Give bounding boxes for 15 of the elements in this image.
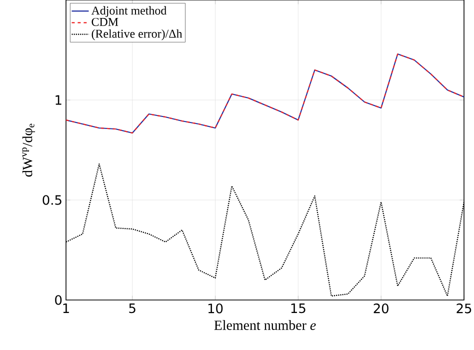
x-tick-label: 20 bbox=[374, 304, 388, 314]
x-tick-label: 5 bbox=[129, 304, 136, 314]
x-tick-label: 25 bbox=[456, 304, 472, 314]
x-tick-label: 10 bbox=[208, 304, 223, 314]
x-tick-label: 15 bbox=[291, 304, 306, 314]
x-axis-title: Element number e bbox=[214, 320, 316, 330]
y-axis-title: dW$^{vp}$/dφ$_{e}$ bbox=[22, 124, 36, 177]
legend-label: Adjoint method bbox=[91, 6, 167, 18]
y-tick-label: 1 bbox=[56, 95, 62, 105]
legend-label: (Relative error)/Δh bbox=[92, 29, 182, 40]
y-tick-label: 0 bbox=[55, 295, 62, 305]
x-tick-label: 1 bbox=[63, 304, 69, 313]
legend-label: CDM bbox=[92, 18, 118, 26]
y-tick-label: 0.5 bbox=[42, 195, 62, 205]
line-series bbox=[66, 53, 464, 134]
